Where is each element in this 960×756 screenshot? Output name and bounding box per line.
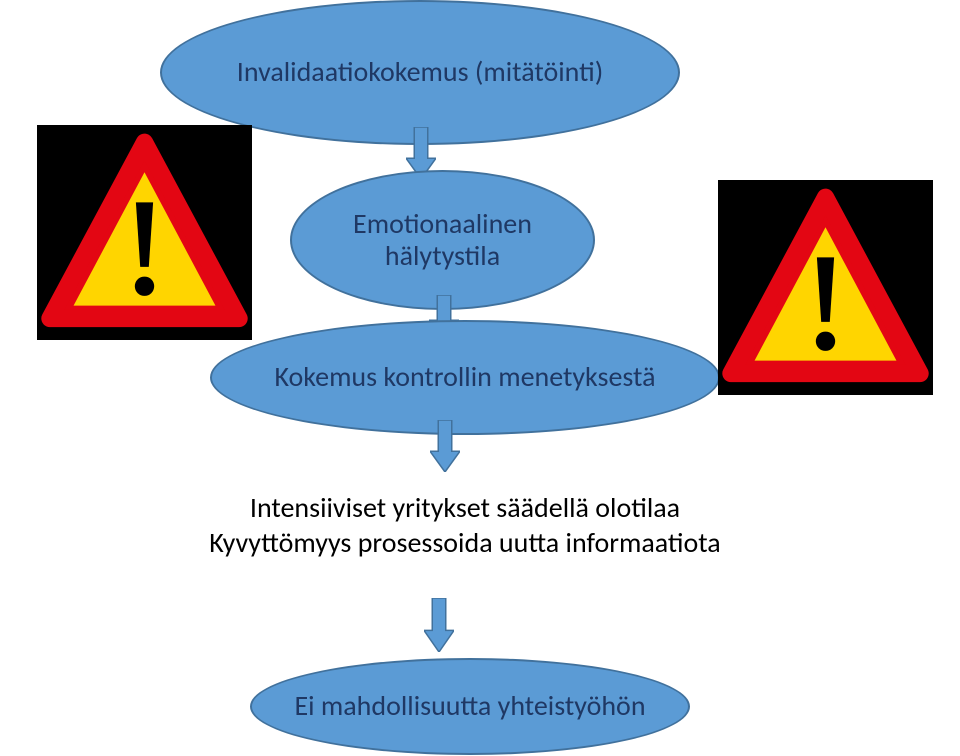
text-line-1: Intensiiviset yritykset säädellä olotila… — [145, 490, 785, 525]
ellipse-label: Ei mahdollisuutta yhteistyöhön — [284, 690, 655, 722]
arrow-3 — [430, 420, 460, 472]
text-line-2: Kyvyttömyys prosessoida uutta informaati… — [145, 525, 785, 560]
text-block-intensiiviset: Intensiiviset yritykset säädellä olotila… — [145, 490, 785, 560]
ellipse-emotionaalinen: Emotionaalinenhälytystila — [290, 170, 595, 310]
warning-sign-left-icon — [37, 125, 252, 340]
ellipse-label: Emotionaalinenhälytystila — [343, 208, 542, 272]
warning-sign-right-icon — [718, 180, 933, 395]
ellipse-label: Kokemus kontrollin menetyksestä — [265, 361, 666, 393]
arrow-4 — [424, 598, 454, 652]
ellipse-kokemus-kontrollin: Kokemus kontrollin menetyksestä — [210, 320, 720, 435]
ellipse-ei-mahdollisuutta: Ei mahdollisuutta yhteistyöhön — [250, 658, 690, 755]
ellipse-invalidaatiokokemus: Invalidaatiokokemus (mitätöinti) — [160, 0, 680, 145]
ellipse-label: Invalidaatiokokemus (mitätöinti) — [227, 56, 613, 88]
